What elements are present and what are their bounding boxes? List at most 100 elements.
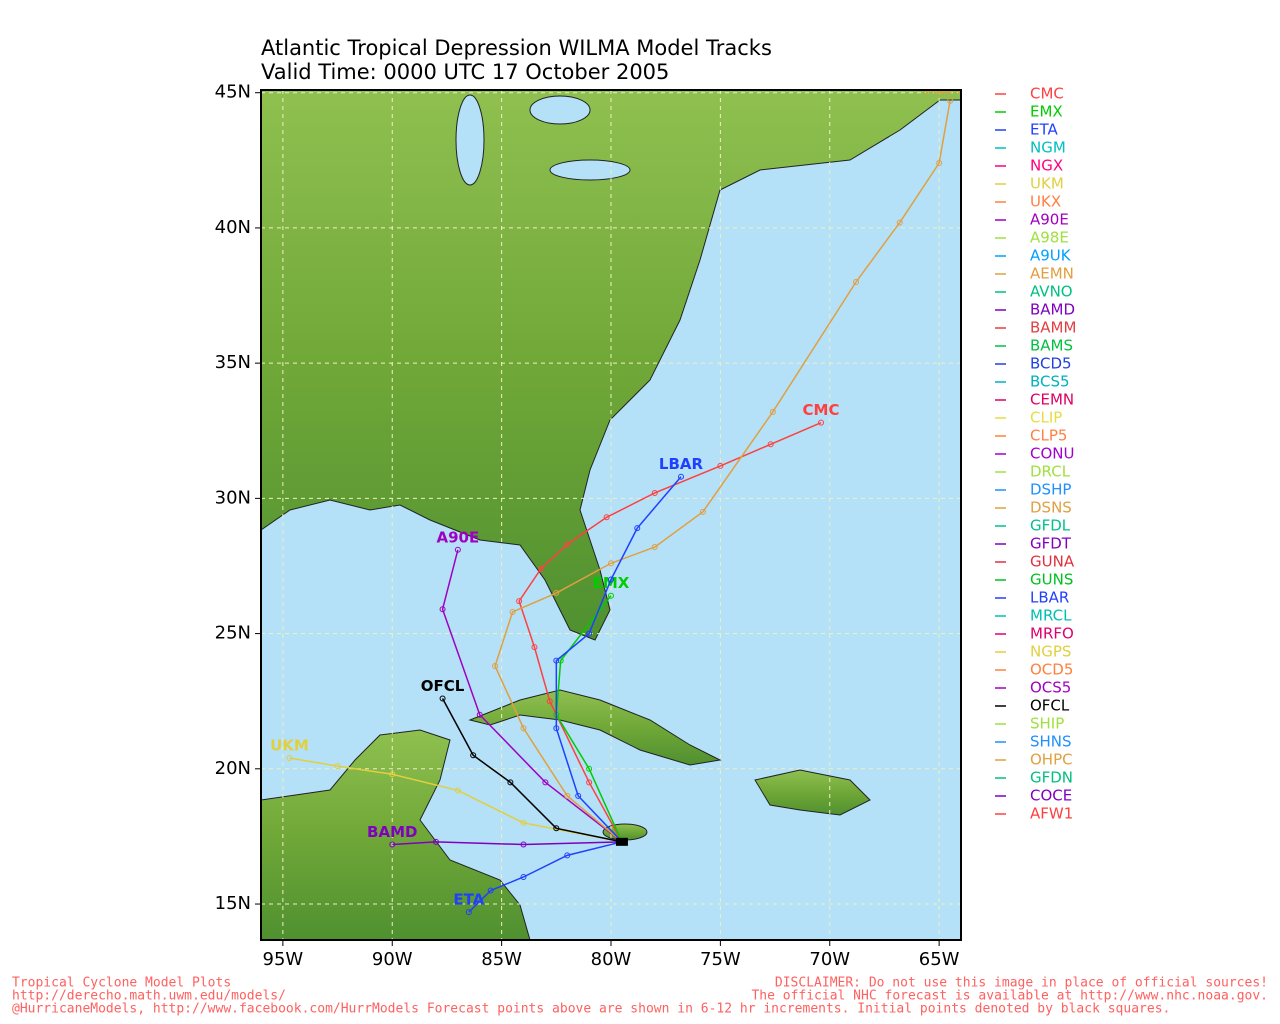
track-label: ETA bbox=[453, 891, 484, 909]
legend-label: DSHP bbox=[1030, 481, 1071, 499]
legend-label: GFDT bbox=[1030, 535, 1072, 553]
legend-label: MRCL bbox=[1030, 607, 1072, 625]
legend-label: UKM bbox=[1030, 175, 1064, 193]
legend-label: BAMD bbox=[1030, 301, 1075, 319]
track-point bbox=[651, 544, 658, 551]
y-tick-label: 30N bbox=[215, 487, 251, 508]
legend-label: UKX bbox=[1030, 193, 1061, 211]
track-point bbox=[586, 765, 593, 772]
y-tick-label: 15N bbox=[215, 893, 251, 914]
track-point bbox=[454, 546, 461, 553]
track-point bbox=[439, 695, 446, 702]
title: Atlantic Tropical Depression WILMA Model… bbox=[261, 36, 772, 60]
model-track bbox=[555, 476, 682, 843]
track-point bbox=[509, 608, 516, 615]
footer-left: Tropical Cyclone Model Plots bbox=[12, 976, 231, 991]
legend-label: AFW1 bbox=[1030, 805, 1073, 823]
track-point bbox=[678, 473, 684, 480]
legend-label: NGM bbox=[1030, 139, 1066, 157]
legend-label: NGPS bbox=[1030, 643, 1071, 661]
track-label: EMX bbox=[593, 574, 630, 592]
legend-label: GFDL bbox=[1030, 517, 1071, 535]
legend-label: COCE bbox=[1030, 787, 1072, 805]
legend-label: DRCL bbox=[1030, 463, 1071, 481]
model-track bbox=[468, 841, 623, 913]
track-point bbox=[586, 630, 593, 637]
land-central-america bbox=[261, 729, 531, 940]
lake bbox=[549, 159, 631, 181]
footer-bottom: @HurricaneModels, http://www.facebook.co… bbox=[12, 1002, 1170, 1017]
y-tick-label: 35N bbox=[215, 352, 251, 373]
legend-label: DSNS bbox=[1030, 499, 1072, 517]
x-tick-label: 75W bbox=[700, 949, 741, 970]
legend-label: CEMN bbox=[1030, 391, 1074, 409]
land-cuba bbox=[468, 689, 722, 766]
legend: CMCEMXETANGMNGXUKMUKXA90EA98EA9UKAEMNAVN… bbox=[995, 85, 1076, 823]
legend-label: BAMM bbox=[1030, 319, 1076, 337]
track-point bbox=[651, 489, 658, 496]
initial-point bbox=[615, 837, 628, 846]
x-tick-label: 65W bbox=[919, 949, 960, 970]
legend-label: BCD5 bbox=[1030, 355, 1072, 373]
y-tick-label: 45N bbox=[215, 82, 251, 103]
legend-label: OCS5 bbox=[1030, 679, 1071, 697]
track-label: LBAR bbox=[659, 455, 704, 473]
footer-right: The official NHC forecast is available a… bbox=[751, 989, 1268, 1004]
track-point bbox=[557, 657, 564, 664]
track-point bbox=[818, 419, 824, 426]
track-point bbox=[454, 787, 461, 794]
track-point bbox=[531, 644, 538, 651]
y-tick-label: 20N bbox=[215, 758, 251, 779]
model-track bbox=[392, 841, 622, 846]
track-point bbox=[538, 565, 544, 572]
legend-label: GUNA bbox=[1030, 553, 1075, 571]
model-track bbox=[441, 698, 623, 843]
track-point bbox=[564, 541, 571, 548]
track-point bbox=[470, 752, 477, 759]
track-point bbox=[608, 576, 614, 583]
legend-label: A9UK bbox=[1030, 247, 1072, 265]
legend-label: GFDN bbox=[1030, 769, 1073, 787]
lake bbox=[455, 94, 485, 186]
legend-label: BCS5 bbox=[1030, 373, 1070, 391]
track-point bbox=[492, 663, 499, 670]
track-label: AEMN bbox=[925, 79, 974, 97]
track-point bbox=[896, 219, 903, 226]
track-label: A90E bbox=[437, 528, 480, 546]
legend-label: CMC bbox=[1030, 85, 1064, 103]
y-tick-label: 25N bbox=[215, 623, 251, 644]
tracks: CMC EMX ETA UKM A90E AEMN BAMD LBAR OFCL bbox=[270, 79, 974, 916]
track-point bbox=[699, 508, 706, 515]
track-point bbox=[575, 792, 582, 799]
lake bbox=[529, 95, 591, 125]
track-point bbox=[634, 525, 641, 532]
track-point bbox=[553, 657, 560, 664]
legend-label: BAMS bbox=[1030, 337, 1073, 355]
track-point bbox=[717, 462, 724, 469]
legend-label: CLP5 bbox=[1030, 427, 1067, 445]
y-tick-label: 40N bbox=[215, 217, 251, 238]
model-track bbox=[441, 549, 623, 843]
track-point bbox=[936, 160, 943, 167]
legend-label: OHPC bbox=[1030, 751, 1073, 769]
track-point bbox=[516, 598, 523, 605]
track-point bbox=[520, 873, 527, 880]
track-point bbox=[334, 763, 341, 770]
track-point bbox=[487, 887, 494, 894]
subtitle: Valid Time: 0000 UTC 17 October 2005 bbox=[261, 60, 669, 84]
track-point bbox=[520, 841, 527, 848]
footer-right: DISCLAIMER: Do not use this image in pla… bbox=[775, 976, 1268, 991]
track-point bbox=[476, 711, 483, 718]
legend-label: SHNS bbox=[1030, 733, 1072, 751]
track-point bbox=[389, 841, 396, 848]
track-point bbox=[608, 560, 614, 567]
legend-label: A98E bbox=[1030, 229, 1069, 247]
track-label: BAMD bbox=[367, 823, 417, 841]
legend-label: EMX bbox=[1030, 103, 1063, 121]
track-point bbox=[520, 819, 527, 826]
footer-left: http://derecho.math.uwm.edu/models/ bbox=[12, 989, 286, 1004]
track-point bbox=[608, 592, 614, 599]
track-point bbox=[465, 909, 472, 916]
x-tick-label: 70W bbox=[809, 949, 850, 970]
